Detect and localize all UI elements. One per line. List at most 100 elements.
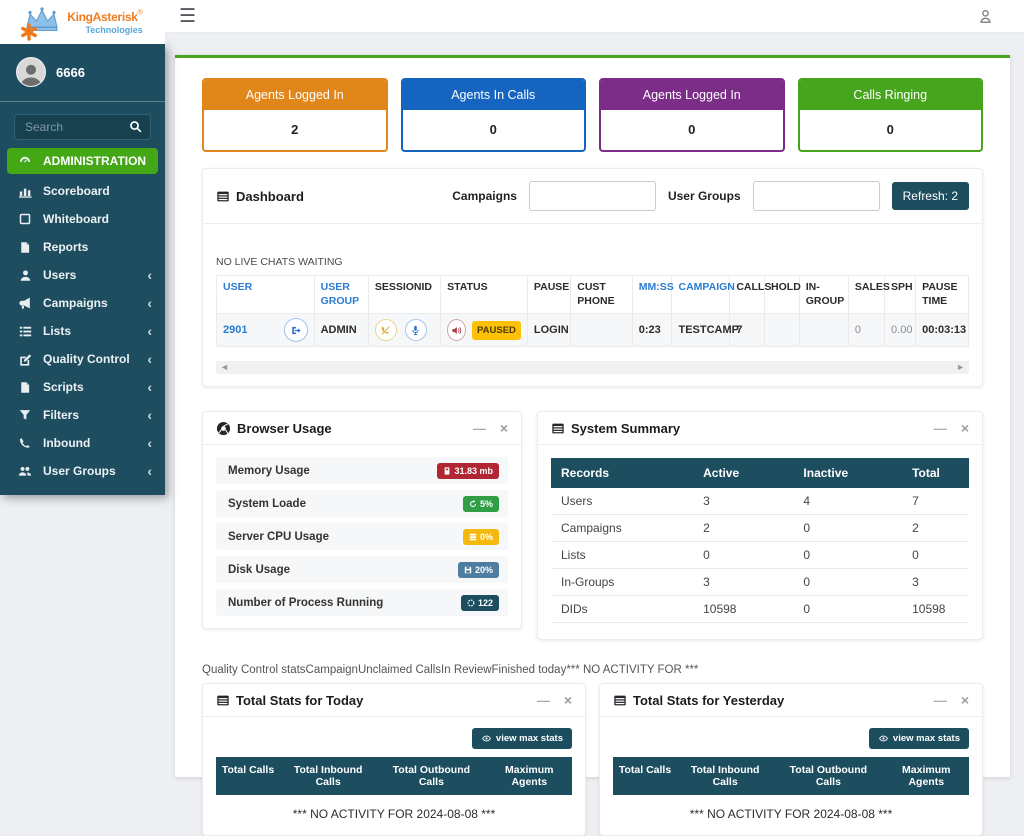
campaigns-label: Campaigns <box>452 189 517 203</box>
system-summary-panel: System Summary — × Records Active Inacti… <box>537 411 983 641</box>
total-stats-yesterday-title-text: Total Stats for Yesterday <box>633 692 785 708</box>
usage-label: Server CPU Usage <box>228 530 329 543</box>
chevron-left-icon: ‹ <box>147 267 152 283</box>
sidebar-item-label: User Groups <box>43 464 116 478</box>
stat-card-value: 0 <box>688 122 696 137</box>
summary-cell: 0 <box>693 541 794 570</box>
view-max-stats-button[interactable]: view max stats <box>868 728 969 750</box>
summary-row-in-groups: In-Groups 3 0 3 <box>551 568 969 597</box>
minimize-icon[interactable]: — <box>536 692 550 708</box>
top-bar: ☰ <box>165 0 1024 33</box>
chevron-left-icon: ‹ <box>147 407 152 423</box>
bar-chart-icon <box>17 185 33 198</box>
minimize-icon[interactable]: — <box>933 420 947 436</box>
microphone-icon[interactable] <box>404 319 427 342</box>
process-icon <box>467 599 475 607</box>
speaker-icon[interactable] <box>447 319 466 342</box>
quality-control-stats-text: Quality Control statsCampaignUnclaimed C… <box>202 664 699 677</box>
sidebar-user[interactable]: 6666 <box>0 44 165 97</box>
sidebar-item-label: Scripts <box>43 380 84 394</box>
sidebar-item-scripts[interactable]: Scripts ‹ <box>0 373 165 401</box>
search-input[interactable] <box>14 114 151 140</box>
view-max-stats-button[interactable]: view max stats <box>471 728 572 750</box>
summary-row-campaigns: Campaigns 2 0 2 <box>551 514 969 543</box>
hamburger-menu-icon[interactable]: ☰ <box>179 5 197 27</box>
summary-cell: 2 <box>693 514 794 543</box>
sidebar-item-campaigns[interactable]: Campaigns ‹ <box>0 289 165 317</box>
sidebar-item-filters[interactable]: Filters ‹ <box>0 401 165 429</box>
sidebar-item-lists[interactable]: Lists ‹ <box>0 317 165 345</box>
stat-card-value: 2 <box>291 122 299 137</box>
col-user[interactable]: USER <box>216 274 315 315</box>
col-user-group[interactable]: USER GROUP <box>313 274 369 315</box>
sidebar-item-reports[interactable]: Reports <box>0 233 165 261</box>
sidebar-item-users[interactable]: Users ‹ <box>0 261 165 289</box>
chevron-left-icon: ‹ <box>147 323 152 339</box>
sidebar-item-label: Reports <box>43 240 89 254</box>
cell-in-group <box>798 313 849 348</box>
sidebar-item-user-groups[interactable]: User Groups ‹ <box>0 457 165 485</box>
logout-agent-icon[interactable] <box>283 318 308 343</box>
close-icon[interactable]: × <box>563 692 572 709</box>
browser-usage-title: Browser Usage <box>216 421 332 436</box>
system-summary-table: Records Active Inactive Total Users 3 4 … <box>551 458 969 624</box>
scroll-left-icon[interactable]: ◄ <box>220 362 229 373</box>
no-activity-text: *** NO ACTIVITY FOR 2024-08-08 *** <box>292 807 496 822</box>
minimize-icon[interactable]: — <box>472 420 486 436</box>
total-stats-yesterday-panel: Total Stats for Yesterday — × view max s… <box>599 683 983 836</box>
memory-badge: 31.83 mb <box>437 462 499 479</box>
close-icon[interactable]: × <box>960 420 969 437</box>
total-stats-row: Total Stats for Today — × view max stats… <box>202 683 983 836</box>
stats-table-header: Total Calls Total Inbound Calls Total Ou… <box>216 757 572 796</box>
sidebar-item-administration[interactable]: ADMINISTRATION <box>7 148 158 174</box>
search-icon[interactable] <box>129 120 142 133</box>
close-icon[interactable]: × <box>960 692 969 709</box>
col-campaign[interactable]: CAMPAIGN <box>671 274 735 315</box>
user-icon <box>17 269 33 282</box>
agent-user-link[interactable]: 2901 <box>223 324 248 337</box>
user-groups-input[interactable] <box>752 181 880 211</box>
sidebar-divider <box>0 101 165 102</box>
phone-slash-icon[interactable] <box>374 319 397 342</box>
cell-cust-phone <box>570 313 633 348</box>
col-mmss[interactable]: MM:SS <box>631 274 674 315</box>
person-icon[interactable] <box>977 8 994 25</box>
server-icon <box>469 533 477 541</box>
main-content: Agents Logged In 2 Agents In Calls 0 Age… <box>175 55 1010 836</box>
no-live-chats-text: NO LIVE CHATS WAITING <box>216 256 343 268</box>
brand-logo[interactable]: KingAsterisk® Technologies <box>0 0 165 44</box>
dashboard-panel: Dashboard Campaigns User Groups Refresh:… <box>202 168 983 388</box>
close-icon[interactable]: × <box>499 420 508 437</box>
sidebar-nav: ADMINISTRATION Scoreboard Whiteboard Rep… <box>0 148 165 485</box>
sidebar-item-whiteboard[interactable]: Whiteboard <box>0 205 165 233</box>
usage-value: 20% <box>474 564 493 575</box>
middle-panels-row: Browser Usage — × Memory Usage 31.83 mb … <box>202 411 983 641</box>
col-active: Active <box>693 458 794 489</box>
col-inactive: Inactive <box>793 458 903 489</box>
system-summary-title-text: System Summary <box>571 420 681 436</box>
eye-icon <box>481 734 492 743</box>
sidebar-item-label: Whiteboard <box>43 212 109 226</box>
summary-cell: 0 <box>793 568 903 597</box>
sidebar-item-quality-control[interactable]: Quality Control ‹ <box>0 345 165 373</box>
view-max-stats-label: view max stats <box>495 733 563 745</box>
scroll-right-icon[interactable]: ► <box>956 362 965 373</box>
refresh-button[interactable]: Refresh: 2 <box>891 182 969 210</box>
campaigns-input[interactable] <box>528 181 656 211</box>
disk-badge: 20% <box>457 561 499 578</box>
col-cust-phone: CUST PHONE <box>570 274 633 315</box>
sidebar-item-inbound[interactable]: Inbound ‹ <box>0 429 165 457</box>
cell-sales: 0 <box>847 313 886 348</box>
phone-icon <box>17 437 33 449</box>
browser-usage-panel: Browser Usage — × Memory Usage 31.83 mb … <box>202 411 522 630</box>
sidebar-item-scoreboard[interactable]: Scoreboard <box>0 177 165 205</box>
total-stats-yesterday-header: Total Stats for Yesterday — × <box>600 684 982 718</box>
users-icon <box>17 465 33 478</box>
stat-card-title: Calls Ringing <box>799 80 981 110</box>
process-badge: 122 <box>460 594 499 611</box>
cell-user: 2901 <box>216 313 315 348</box>
brand-registered: ® <box>137 9 143 17</box>
horizontal-scrollbar[interactable]: ◄ ► <box>216 361 969 375</box>
minimize-icon[interactable]: — <box>933 692 947 708</box>
chevron-left-icon: ‹ <box>147 295 152 311</box>
